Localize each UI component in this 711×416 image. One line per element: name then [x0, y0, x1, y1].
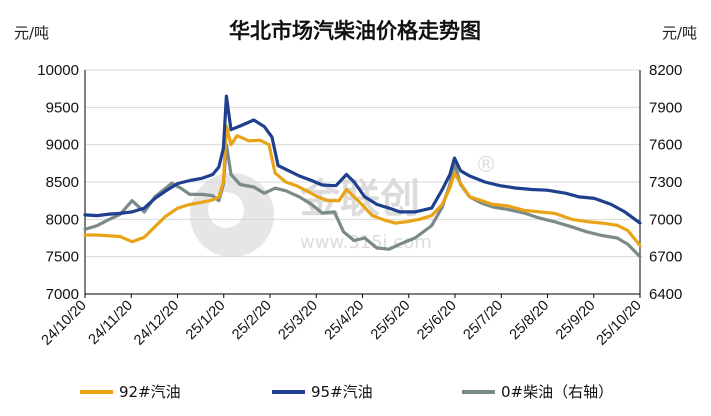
right-axis-ticks: 6400 6700 7000 7300 7600 7900 8200 — [649, 62, 682, 303]
legend-item-95[interactable]: 95#汽油 — [272, 383, 373, 401]
watermark-url: www.315i.com — [300, 232, 432, 253]
right-tick-label: 6400 — [649, 286, 682, 303]
left-axis-ticks: 7000 7500 8000 8500 9000 9500 10000 — [37, 62, 79, 303]
x-tick-label: 24/11/20 — [86, 298, 136, 348]
legend-label-diesel: 0#柴油（右轴） — [501, 383, 613, 401]
right-tick-label: 6700 — [649, 249, 682, 266]
legend: 92#汽油 95#汽油 0#柴油（右轴） — [80, 383, 613, 401]
x-tick-label: 24/10/20 — [39, 298, 90, 349]
series-line-95 — [83, 94, 642, 225]
left-tick-label: 9500 — [46, 99, 79, 116]
x-tick-label: 25/8/20 — [507, 298, 553, 344]
right-tick-label: 7600 — [649, 137, 682, 154]
left-tick-label: 7500 — [46, 249, 79, 266]
x-tick-label: 25/5/20 — [368, 298, 414, 344]
right-tick-label: 7300 — [649, 174, 682, 191]
series-line-92 — [83, 124, 642, 248]
legend-item-diesel[interactable]: 0#柴油（右轴） — [462, 383, 613, 401]
legend-label-95: 95#汽油 — [311, 383, 373, 401]
x-tick-label: 25/3/20 — [276, 298, 322, 344]
left-tick-label: 7000 — [46, 286, 79, 303]
x-tick-label: 25/4/20 — [322, 298, 368, 344]
x-tick-label: 25/2/20 — [229, 298, 275, 344]
x-tick-label: 25/7/20 — [461, 298, 507, 344]
left-tick-label: 9000 — [46, 137, 79, 154]
right-tick-label: 8200 — [649, 62, 682, 79]
left-axis-unit: 元/吨 — [14, 24, 49, 42]
right-tick-label: 7900 — [649, 99, 682, 116]
x-tick-label: 25/6/20 — [414, 298, 460, 344]
left-tick-label: 10000 — [37, 62, 79, 79]
x-tick-label: 25/9/20 — [553, 298, 599, 344]
watermark-registered-mark: ® — [475, 153, 497, 178]
series-lines — [83, 94, 642, 259]
legend-label-92: 92#汽油 — [119, 383, 181, 401]
x-tick-label: 25/10/20 — [594, 298, 645, 349]
x-tick-label: 24/12/20 — [131, 298, 182, 349]
grid — [85, 69, 640, 258]
right-tick-label: 7000 — [649, 211, 682, 228]
right-axis-unit: 元/吨 — [662, 24, 697, 42]
left-tick-label: 8000 — [46, 211, 79, 228]
chart-title: 华北市场汽柴油价格走势图 — [229, 19, 481, 43]
left-tick-label: 8500 — [46, 174, 79, 191]
x-tick-label: 25/1/20 — [183, 298, 229, 344]
legend-item-92[interactable]: 92#汽油 — [80, 383, 181, 401]
